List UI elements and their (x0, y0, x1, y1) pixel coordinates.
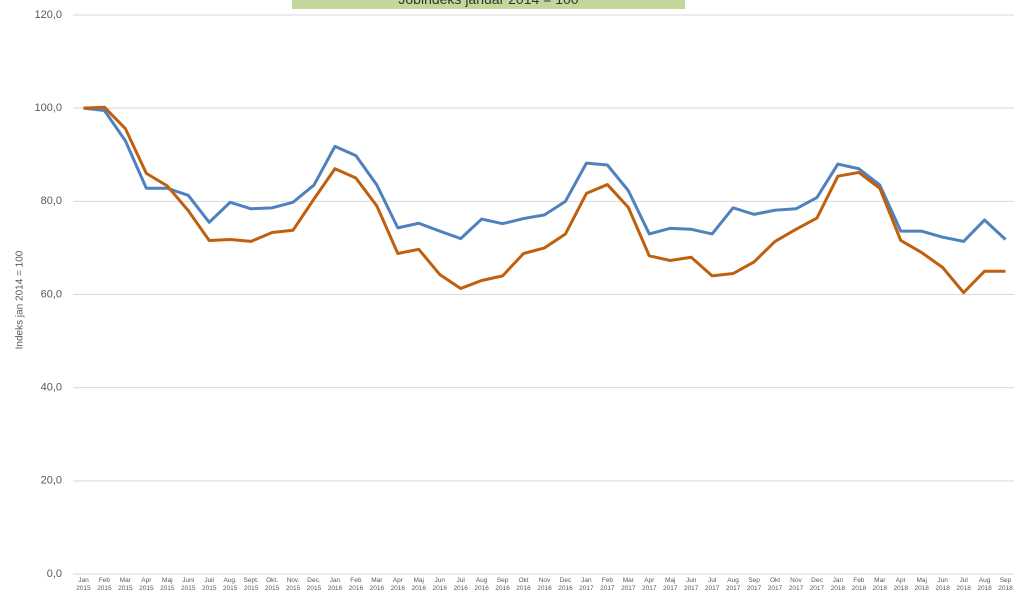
x-tick-label: Feb 2017 (600, 577, 615, 592)
y-tick-label: 100,0 (34, 102, 62, 114)
x-tick-label: Nov 2016 (537, 577, 552, 592)
x-tick-label: Apr 2015 (139, 577, 154, 592)
x-tick-label: Dec 2016 (558, 577, 573, 592)
x-tick-label: Sep 2017 (746, 577, 762, 592)
y-axis-label: Indeks jan 2014 = 100 (15, 250, 26, 349)
x-tick-label: Mar 2018 (872, 577, 888, 592)
x-tick-label: Jul 2018 (956, 577, 971, 592)
x-tick-label: Jan 2016 (327, 577, 343, 592)
y-tick-label: 120,0 (34, 9, 62, 21)
x-tick-label: Jun 2017 (683, 577, 699, 592)
x-tick-label: Jun 2018 (935, 577, 950, 592)
y-tick-label: 40,0 (41, 382, 62, 394)
x-tick-label: Nov 2017 (788, 577, 804, 592)
x-tick-label: Mar 2016 (369, 577, 385, 592)
x-tick-label: Jul 2017 (704, 577, 720, 592)
x-tick-label: Feb 2016 (348, 577, 364, 592)
y-tick-label: 20,0 (41, 475, 62, 487)
x-tick-label: Maj 2018 (914, 577, 929, 592)
x-tick-label: Okt 2016 (516, 577, 531, 592)
series-line (83, 106, 1007, 243)
x-tick-label: Maj 2015 (160, 577, 175, 592)
x-tick-label: Jan 2018 (830, 577, 846, 592)
series-line (83, 105, 1006, 295)
x-tick-label: Mar 2017 (621, 577, 636, 592)
x-tick-label: Nov. 2015 (285, 577, 301, 592)
x-tick-label: Aug 2017 (725, 577, 741, 592)
x-tick-label: Aug 2016 (474, 577, 489, 592)
x-tick-label: Mar 2015 (118, 577, 133, 592)
x-tick-label: Jan 2015 (76, 577, 91, 592)
x-tick-label: Apr 2017 (642, 577, 657, 592)
x-tick-label: Jul 2016 (453, 577, 468, 592)
x-tick-label: Sept. 2015 (243, 577, 259, 592)
x-tick-label: Maj 2017 (662, 577, 678, 592)
x-tick-label: Jun 2016 (432, 577, 447, 592)
x-tick-label: Juli 2015 (201, 577, 217, 592)
x-tick-label: Maj 2016 (411, 577, 426, 592)
y-tick-label: 60,0 (41, 288, 62, 300)
x-tick-label: Feb 2018 (851, 577, 867, 592)
x-tick-label: Juni 2015 (181, 577, 196, 592)
x-tick-label: Dec. 2015 (306, 577, 322, 592)
x-tick-label: Feb 2015 (97, 577, 112, 592)
x-tick-label: Aug. 2015 (222, 577, 238, 592)
chart-title: Jobindeks januar 2014 = 100 (292, 0, 685, 9)
x-tick-label: Sep 2018 (998, 577, 1013, 592)
x-tick-label: Apr 2016 (390, 577, 406, 592)
y-tick-label: 0,0 (47, 568, 62, 580)
x-tick-label: Jan 2017 (579, 577, 594, 592)
x-tick-label: Aug 2018 (977, 577, 992, 592)
x-tick-label: Dec 2017 (809, 577, 825, 592)
y-tick-label: 80,0 (41, 195, 62, 207)
x-tick-label: Okt. 2015 (264, 577, 280, 592)
x-tick-label: Okt 2017 (767, 577, 783, 592)
x-tick-label: Sep 2016 (495, 577, 510, 592)
x-tick-label: Apr 2018 (893, 577, 908, 592)
